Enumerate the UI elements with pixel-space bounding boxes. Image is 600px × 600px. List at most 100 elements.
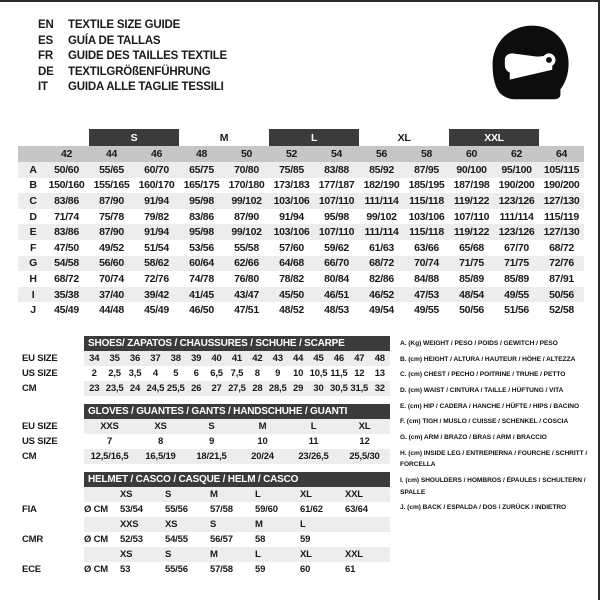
helmet-value-row: ECE Ø CM 53 55/56 57/58 59 60 61 bbox=[22, 562, 391, 577]
size-header-cell: 64 bbox=[539, 146, 585, 162]
measurement-cell: 83/86 bbox=[179, 208, 224, 225]
measurement-cell: 46/52 bbox=[359, 286, 405, 303]
measurement-cell: 83/86 bbox=[44, 193, 89, 209]
size-group-s: S bbox=[89, 129, 179, 146]
helmet-size-cell: L bbox=[300, 517, 345, 532]
legend-item: C. (cm) CHEST / PECHO / POITRINE / TRUHE… bbox=[400, 371, 566, 379]
size-group-spacer bbox=[18, 129, 89, 146]
measurement-cell: 103/106 bbox=[269, 193, 315, 209]
measurement-cell: 65/68 bbox=[449, 239, 495, 256]
measurement-cell: 119/122 bbox=[449, 193, 495, 209]
measurement-cell: 95/98 bbox=[179, 193, 224, 209]
shoes-title-row: SHOES/ ZAPATOS / CHAUSSURES / SCHUHE / S… bbox=[22, 336, 391, 351]
measurement-row-label: I bbox=[18, 286, 44, 303]
measurement-cell: 177/187 bbox=[314, 177, 360, 194]
spacer-cell bbox=[84, 517, 120, 532]
shoes-size-cell: 35 bbox=[104, 351, 125, 366]
helmet-size-cell: XL bbox=[300, 487, 345, 502]
size-row-corner bbox=[18, 146, 44, 162]
measurement-cell: 49/55 bbox=[494, 286, 540, 303]
measurement-cell: 119/122 bbox=[449, 224, 495, 240]
measurement-cell: 41/45 bbox=[179, 286, 224, 303]
helmet-standard-label: FIA bbox=[22, 502, 84, 517]
measurement-cell: 70/80 bbox=[224, 162, 270, 178]
helmet-unit-label: Ø CM bbox=[84, 562, 120, 577]
measurement-cell: 61/63 bbox=[359, 239, 405, 256]
measurement-cell: 70/74 bbox=[89, 271, 134, 287]
shoes-size-cell: 26 bbox=[185, 381, 207, 396]
helmet-value-row: CMR Ø CM 52/53 54/55 56/57 58 59 bbox=[22, 532, 391, 547]
measurement-cell: 45/49 bbox=[44, 302, 89, 318]
helmet-measurement-cell: 63/64 bbox=[345, 502, 391, 517]
shoes-row-label: CM bbox=[22, 381, 84, 396]
title-text: GUIDE DES TAILLES TEXTILE bbox=[68, 50, 227, 62]
measurement-cell: 49/54 bbox=[359, 302, 405, 318]
shoes-size-cell: 44 bbox=[287, 351, 309, 366]
measurement-cell: 85/89 bbox=[494, 271, 540, 287]
measurement-cell: 72/76 bbox=[539, 255, 585, 272]
measurement-cell: 78/82 bbox=[269, 271, 315, 287]
measurement-cell: 107/110 bbox=[314, 224, 360, 240]
size-header-cell: 52 bbox=[269, 146, 315, 162]
measurement-cell: 160/170 bbox=[134, 177, 179, 194]
size-guide-title-block: EN TEXTILE SIZE GUIDE ES GUÍA DE TALLAS FR GU… bbox=[38, 18, 227, 96]
measurement-cell: 48/53 bbox=[314, 302, 360, 318]
measurement-cell: 58/62 bbox=[134, 255, 179, 272]
measurement-cell: 185/195 bbox=[404, 177, 450, 194]
shoes-size-cell: 10 bbox=[287, 366, 309, 381]
measurement-row-label: B bbox=[18, 177, 44, 194]
legend-item: E. (cm) HIP / CADERA / HANCHE / HÜFTE / … bbox=[400, 402, 580, 410]
table-row: E 83/86 87/90 91/94 95/98 99/102 103/106 107/11… bbox=[18, 224, 585, 240]
measurement-cell: 111/114 bbox=[359, 193, 405, 209]
measurement-legend: A. (Kg) WEIGHT / PESO / POIDS / GEWITCH … bbox=[400, 338, 590, 518]
size-group-header-row: S M L XL XXL bbox=[18, 129, 585, 146]
shoes-size-cell: 41 bbox=[226, 351, 248, 366]
shoes-size-cell: 23,5 bbox=[104, 381, 125, 396]
spacer-cell bbox=[22, 547, 84, 562]
measurement-cell: 127/130 bbox=[539, 193, 585, 209]
title-text: TEXTILGRÖßENFÜHRUNG bbox=[68, 65, 211, 78]
measurement-cell: 50/56 bbox=[539, 286, 585, 303]
measurement-cell: 50/60 bbox=[44, 162, 89, 178]
gloves-size-cell: S bbox=[186, 419, 237, 434]
table-row: EU SIZE 34 35 36 37 38 39 40 41 42 43 44 45 46 47 48 bbox=[22, 351, 391, 366]
legend-item: H. (cm) INSIDE LEG / ENTREPIERNA / FOURC… bbox=[400, 449, 588, 469]
shoes-size-cell: 12 bbox=[349, 366, 370, 381]
title-language-code: FR bbox=[38, 50, 53, 62]
legend-item: D. (cm) WAIST / CINTURA / TAILLE / HÜFTU… bbox=[400, 387, 564, 395]
measurement-row-label: C bbox=[18, 193, 44, 209]
measurement-cell: 80/84 bbox=[314, 271, 360, 287]
shoes-size-cell: 39 bbox=[185, 351, 207, 366]
measurement-cell: 84/88 bbox=[404, 271, 450, 287]
measurement-cell: 74/78 bbox=[179, 271, 224, 287]
table-row: I 35/38 37/40 39/42 41/45 43/47 45/50 46/51 46/5… bbox=[18, 286, 585, 303]
helmet-size-cell: XXS bbox=[120, 517, 165, 532]
helmet-measurement-cell: 55/56 bbox=[165, 502, 210, 517]
measurement-cell: 63/66 bbox=[404, 239, 450, 256]
gloves-size-cell: 12 bbox=[339, 434, 390, 449]
table-row: J 45/49 44/48 45/49 46/50 47/51 48/52 48/53 49/5… bbox=[18, 302, 585, 318]
shoes-size-cell: 30 bbox=[308, 381, 329, 396]
gloves-title-row: GLOVES / GUANTES / GANTS / HANDSCHUHE / … bbox=[22, 404, 390, 419]
shoes-size-cell: 34 bbox=[84, 351, 105, 366]
measurement-row-label: A bbox=[18, 162, 44, 178]
measurement-cell: 64/68 bbox=[269, 255, 315, 272]
helmet-size-cell: XL bbox=[300, 547, 345, 562]
size-header-cell: 46 bbox=[134, 146, 179, 162]
shoes-size-cell: 23 bbox=[84, 381, 105, 396]
shoes-size-cell: 37 bbox=[145, 351, 166, 366]
shoes-size-cell: 11,5 bbox=[328, 366, 350, 381]
shoes-size-cell: 5 bbox=[165, 366, 186, 381]
measurement-cell: 95/98 bbox=[314, 208, 360, 225]
measurement-cell: 111/114 bbox=[359, 224, 405, 240]
gloves-table-title: GLOVES / GUANTES / GANTS / HANDSCHUHE / … bbox=[84, 404, 390, 419]
helmet-size-cell: M bbox=[210, 547, 255, 562]
gloves-size-cell: XL bbox=[339, 419, 390, 434]
table-row: B 150/160 155/165 160/170 165/175 170/180 173/… bbox=[18, 177, 585, 194]
measurement-cell: 49/52 bbox=[89, 239, 134, 256]
shoes-size-cell: 27 bbox=[206, 381, 227, 396]
helmet-measurement-cell: 52/53 bbox=[120, 532, 165, 547]
measurement-cell: 44/48 bbox=[89, 302, 134, 318]
measurement-cell: 91/94 bbox=[269, 208, 315, 225]
measurement-cell: 72/76 bbox=[134, 271, 179, 287]
